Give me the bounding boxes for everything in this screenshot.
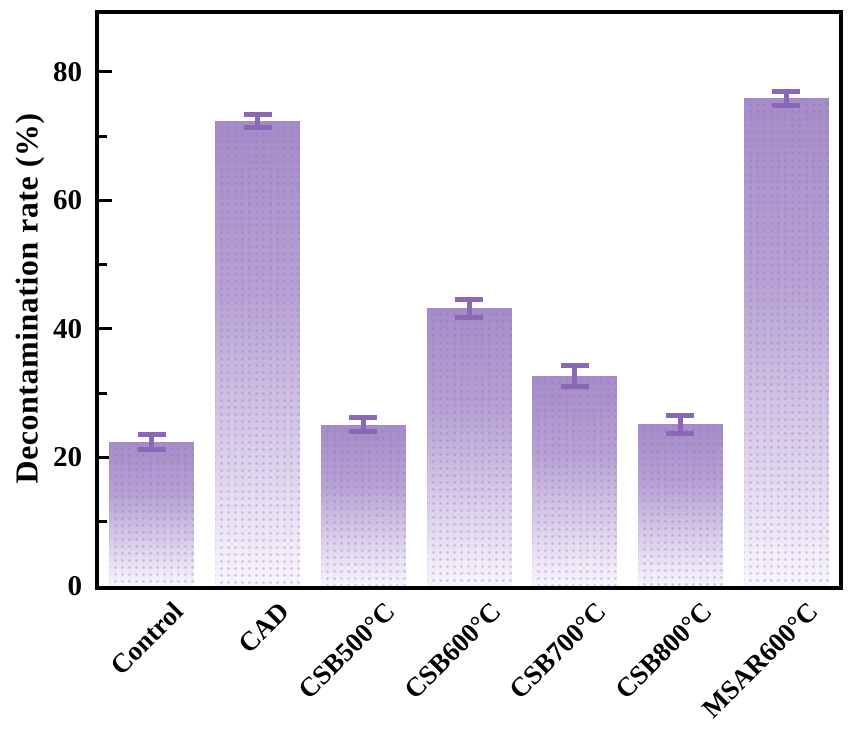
y-tick-label-40: 40: [53, 312, 82, 345]
error-bar-cap-top-MSAR600°C: [772, 88, 801, 94]
y-major-tick-60: [99, 198, 112, 202]
error-bar-cap-bottom-CAD: [243, 124, 272, 130]
error-bar-cap-top-CSB700°C: [560, 363, 589, 369]
y-tick-label-20: 20: [53, 441, 82, 474]
plot-inner-area: [99, 14, 839, 586]
x-tick-label-CSB800°C: CSB800°C: [609, 596, 718, 705]
error-bar-cap-top-CSB800°C: [666, 412, 695, 418]
error-bar-cap-bottom-CSB600°C: [455, 314, 483, 320]
x-tick-label-CSB600°C: CSB600°C: [397, 596, 507, 705]
y-tick-label-0: 0: [67, 570, 83, 602]
x-tick-label-CSB500°C: CSB500°C: [292, 596, 401, 705]
plot-area: [95, 10, 843, 590]
error-bar-line-CSB600°C: [466, 299, 472, 318]
y-major-tick-40: [99, 327, 112, 331]
bar-CAD: [215, 120, 301, 586]
error-bar-line-CAD: [255, 114, 261, 128]
error-bar-cap-top-CSB600°C: [455, 296, 483, 302]
y-minor-tick-30: [99, 391, 107, 395]
error-bar-line-Control: [149, 434, 155, 450]
error-bar-cap-bottom-CSB800°C: [666, 430, 695, 436]
error-bar-cap-bottom-CSB500°C: [349, 429, 378, 435]
x-tick-label-Control: Control: [104, 596, 190, 681]
y-major-tick-20: [99, 455, 112, 459]
error-bar-cap-bottom-Control: [137, 447, 166, 453]
error-bar-cap-top-Control: [137, 431, 166, 437]
x-tick-label-CSB700°C: CSB700°C: [503, 596, 612, 705]
error-bar-line-CSB500°C: [360, 417, 366, 432]
bar-CSB600°C: [426, 308, 512, 586]
y-tick-label-80: 80: [53, 55, 82, 88]
bar-Control: [109, 442, 195, 586]
bar-CSB800°C: [637, 424, 723, 586]
error-bar-line-CSB800°C: [677, 415, 683, 434]
error-bar-cap-top-CSB500°C: [349, 415, 378, 421]
bar-MSAR600°C: [743, 98, 829, 586]
error-bar-line-MSAR600°C: [783, 91, 789, 106]
error-bar-line-CSB700°C: [572, 365, 578, 387]
error-bar-cap-top-CAD: [243, 111, 272, 117]
bar-CSB700°C: [532, 375, 618, 586]
error-bar-cap-bottom-MSAR600°C: [772, 102, 801, 108]
y-minor-tick-70: [99, 134, 107, 138]
y-minor-tick-10: [99, 520, 107, 524]
y-major-tick-80: [99, 70, 112, 74]
y-minor-tick-50: [99, 263, 107, 267]
x-tick-label-CAD: CAD: [232, 596, 295, 659]
y-axis-title: Decontamination rate (%): [8, 112, 45, 484]
y-tick-label-60: 60: [53, 184, 82, 217]
bar-CSB500°C: [320, 424, 406, 586]
error-bar-cap-bottom-CSB700°C: [560, 383, 589, 389]
